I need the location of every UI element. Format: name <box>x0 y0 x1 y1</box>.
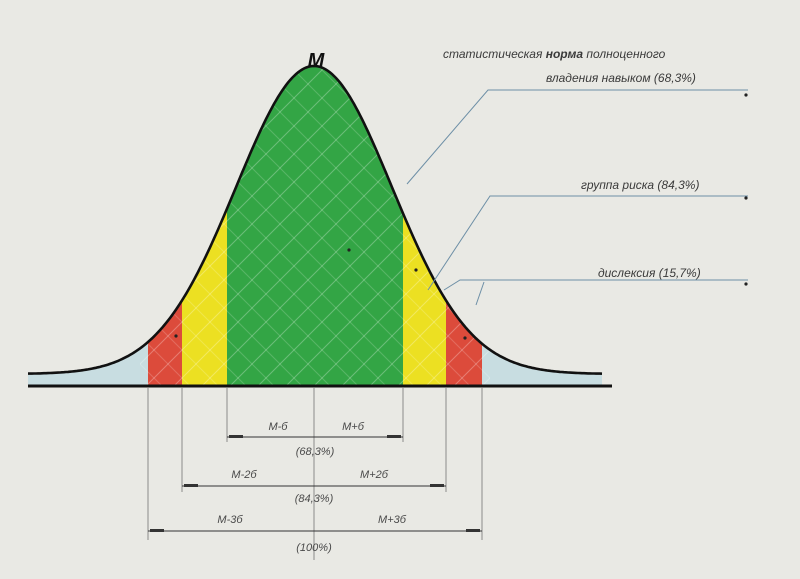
leader-risk <box>427 195 748 291</box>
legend-dyslexia-dot <box>744 282 748 286</box>
legend-norm-prefix: статистическая <box>443 47 546 61</box>
legend-norm-dot <box>744 93 748 97</box>
dim3-pct-label: (100%) <box>296 542 332 554</box>
dim2-left-label: М-2б <box>231 469 257 481</box>
legend-norm-suffix: полноценного <box>583 47 666 61</box>
dyslexia-dot-right <box>463 336 467 340</box>
leader-dyslexia-tick <box>475 281 485 306</box>
dim3-right-arrow <box>466 529 480 532</box>
legend-risk-dot <box>744 196 748 200</box>
legend-risk: группа риска (84,3%) <box>581 178 699 192</box>
tail-band-right <box>482 66 602 386</box>
legend-norm-line1: статистическая норма полноценного <box>443 47 666 61</box>
dim1-right-arrow <box>387 435 401 438</box>
leader-norm <box>406 89 748 185</box>
bell-curve <box>28 64 603 375</box>
tail-band-left <box>28 66 148 386</box>
dim3-left-arrow <box>150 529 164 532</box>
norm-dot <box>347 248 351 252</box>
hatch-overlay <box>140 66 490 386</box>
dyslexia-dot-left <box>174 334 178 338</box>
risk-dot <box>414 268 418 272</box>
dim2-right-label: М+2б <box>360 469 389 481</box>
legend-norm-bold: норма <box>546 47 584 61</box>
dim2-left-arrow <box>184 484 198 487</box>
peak-label: M <box>308 50 326 72</box>
legend-dyslexia: дислексия (15,7%) <box>598 266 701 280</box>
leader-dyslexia <box>443 279 748 291</box>
dim1-left-arrow <box>229 435 243 438</box>
dim2-right-arrow <box>430 484 444 487</box>
legend-norm-line2: владения навыком (68,3%) <box>546 71 696 85</box>
dim3-right-label: М+3б <box>378 514 407 526</box>
dim2-pct-label: (84,3%) <box>295 493 334 505</box>
dim1-pct-label: (68,3%) <box>296 446 335 458</box>
dim3-left-label: М-3б <box>217 514 243 526</box>
dim1-right-label: М+б <box>342 421 365 433</box>
dim1-left-label: М-б <box>268 421 288 433</box>
